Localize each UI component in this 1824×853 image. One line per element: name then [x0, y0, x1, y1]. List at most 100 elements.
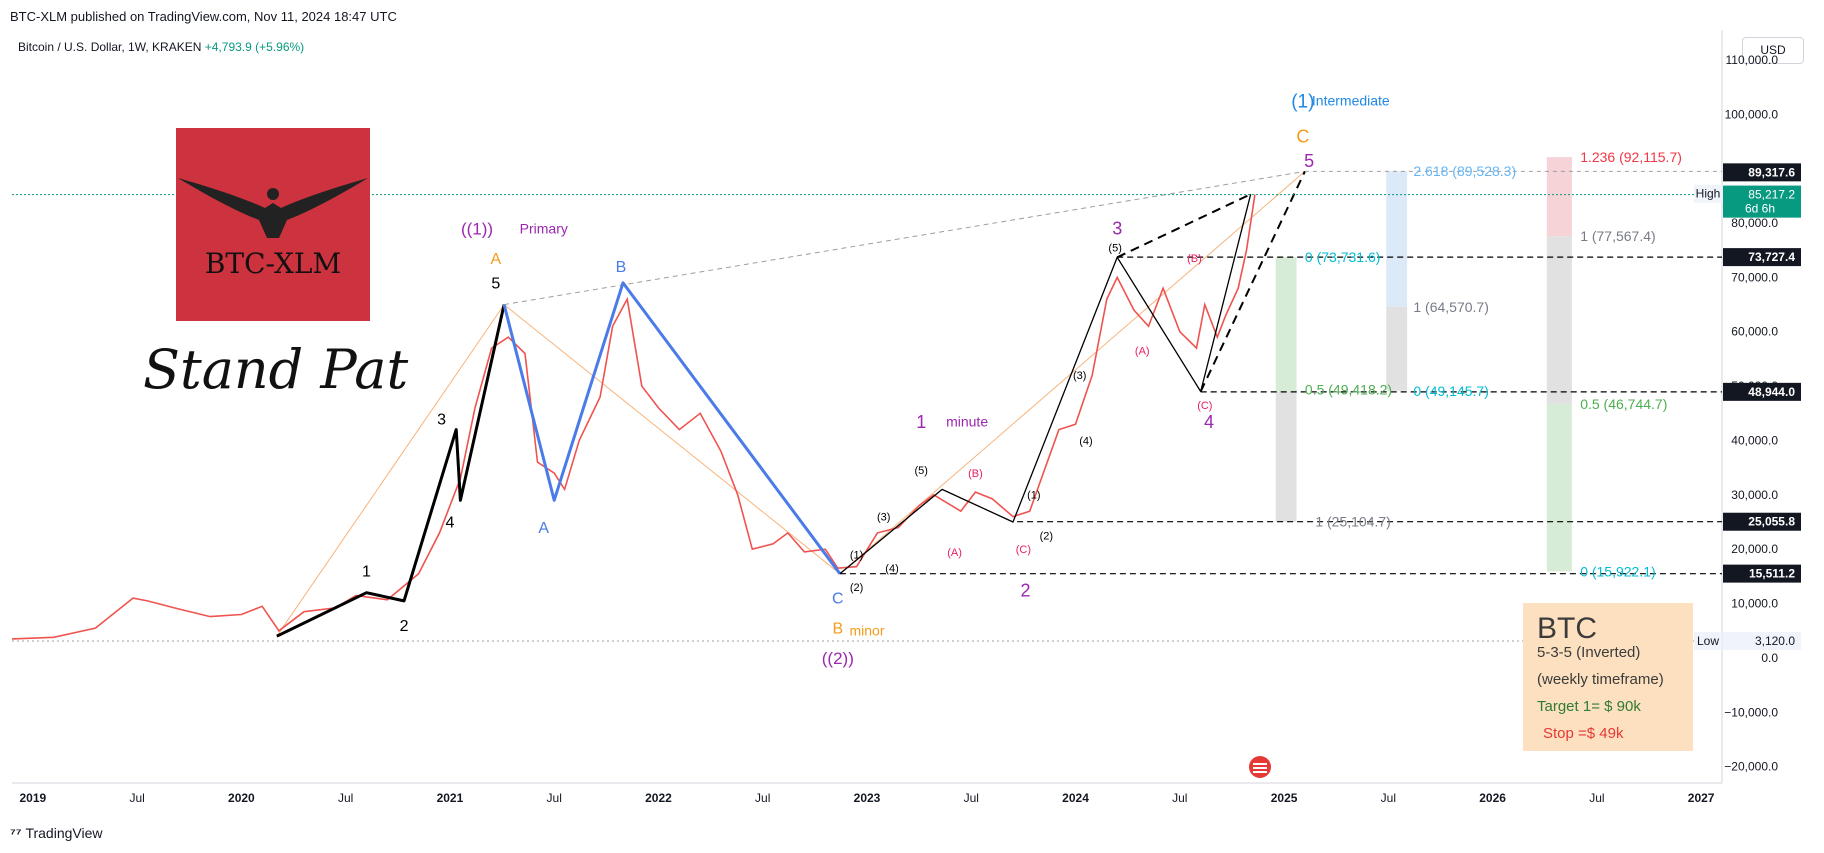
wave-label: 5: [1304, 151, 1314, 171]
y-tick-label: −10,000.0: [1724, 705, 1778, 719]
wave-label: 4: [445, 515, 454, 532]
eagle-icon: [178, 178, 368, 238]
wave-label: 2: [400, 618, 409, 635]
fib-boxes: [1275, 157, 1572, 572]
fib-level-label: 1.236 (92,115.7): [1580, 149, 1682, 165]
wave-label: Intermediate: [1312, 93, 1390, 109]
y-tick-label: 100,000.0: [1725, 107, 1779, 121]
wave-line: [276, 304, 506, 638]
x-tick-label: Jul: [964, 791, 979, 805]
y-axis: −20,000.0 −10,000.0 0.0 10,000.0 20,000.0 30,…: [1724, 53, 1778, 774]
wave-label: (B): [968, 468, 983, 480]
wave-label: (5): [914, 465, 927, 477]
symbol-name: Bitcoin / U.S. Dollar, 1W, KRAKEN: [18, 40, 202, 54]
wave-label: A: [490, 251, 501, 268]
x-tick-label: 2020: [228, 791, 255, 805]
wave-label: (2): [1040, 530, 1053, 542]
symbol-legend[interactable]: Bitcoin / U.S. Dollar, 1W, KRAKEN +4,793…: [18, 40, 304, 54]
trend-line: [276, 304, 505, 637]
wave-label: A: [538, 520, 549, 537]
price-change: +4,793.9 (+5.96%): [204, 40, 305, 54]
wave-label: 4: [1204, 412, 1214, 432]
flag-icon[interactable]: [1249, 756, 1271, 778]
trend-line: [504, 170, 1305, 306]
fib-box: [1546, 236, 1572, 404]
publisher-line: BTC-XLM published on TradingView.com, No…: [10, 9, 397, 24]
trend-line: [503, 304, 841, 575]
price-scale-labels: 89,317.685,383.8High85,217.26d 6h73,727.…: [1694, 163, 1801, 650]
wave-label: minor: [849, 623, 884, 639]
y-tick-label: 110,000.0: [1726, 53, 1779, 67]
tradingview-brand: TradingView: [25, 825, 103, 841]
info-title: BTC: [1537, 612, 1597, 645]
x-tick-label: Jul: [338, 791, 353, 805]
x-tick-label: 2027: [1688, 791, 1715, 805]
wave-label: B: [832, 621, 843, 638]
price-label-tag-bg: [1694, 631, 1722, 650]
price-label-text: 73,727.4: [1748, 250, 1795, 264]
wave-label: 1: [916, 412, 926, 432]
trend-line: [1116, 193, 1252, 259]
fib-level-label: 0 (73,731.6): [1305, 249, 1381, 265]
wave-label: (1): [1027, 490, 1040, 502]
wave-label: (B): [1187, 253, 1202, 265]
wave-line: [502, 281, 842, 575]
wave-label: 5: [491, 275, 500, 292]
x-tick-label: Jul: [1589, 791, 1604, 805]
price-label-text: 15,511.2: [1749, 567, 1795, 581]
price-label-tag-bg: [1694, 184, 1722, 203]
x-tick-label: Jul: [1381, 791, 1396, 805]
fib-box: [1546, 157, 1572, 237]
x-tick-label: 2025: [1271, 791, 1298, 805]
x-tick-label: 2021: [437, 791, 464, 805]
info-box: BTC 5-3-5 (Inverted) (weekly timeframe) …: [1523, 603, 1693, 751]
fib-level-label: 0 (15,922.1): [1580, 563, 1656, 579]
wave-label: (4): [885, 563, 898, 575]
y-tick-label: 80,000.0: [1731, 216, 1778, 230]
price-label-bg: [1723, 564, 1801, 583]
wave-label: (C): [1197, 400, 1212, 412]
wave-label: (3): [877, 511, 890, 523]
price-label-bg: [1723, 512, 1801, 531]
y-tick-label: 20,000.0: [1731, 542, 1778, 556]
wave-label: (1): [850, 550, 863, 562]
currency-button[interactable]: USD: [1742, 37, 1804, 64]
price-label-countdown: 6d 6h: [1745, 202, 1775, 216]
y-tick-label: 30,000.0: [1731, 488, 1778, 502]
wave-label: (4): [1079, 435, 1092, 447]
price-label-bg: [1723, 631, 1801, 650]
x-axis: 2019 Jul 2020 Jul 2021 Jul 2022 Jul 2023 Jul 2024 J…: [20, 791, 1715, 805]
tradingview-logo[interactable]: ⁷⁷ TradingView: [10, 825, 103, 841]
price-label-bg: [1723, 248, 1801, 267]
fib-level-label: 2.618 (89,528.3): [1413, 163, 1516, 179]
wave-label: (A): [1135, 346, 1150, 358]
wave-label: 1: [362, 564, 371, 581]
wave-label: (3): [1073, 370, 1086, 382]
wave-label: (5): [1108, 242, 1121, 254]
price-label-tag: High: [1696, 187, 1721, 201]
fib-level-label: 1 (64,570.7): [1413, 299, 1489, 315]
info-stop: Stop =$ 49k: [1543, 725, 1624, 742]
wave-label: 3: [437, 411, 446, 428]
x-tick-label: Jul: [129, 791, 144, 805]
wave-label: (2): [850, 582, 863, 594]
wave-lines: [276, 194, 1252, 638]
y-tick-label: −20,000.0: [1724, 760, 1778, 774]
wave-label: (A): [947, 547, 962, 559]
x-tick-label: Jul: [755, 791, 770, 805]
y-tick-label: 10,000.0: [1731, 597, 1778, 611]
wave-label: ((1)): [461, 219, 493, 238]
fib-level-label: 1 (77,567.4): [1580, 228, 1656, 244]
x-tick-label: Jul: [1172, 791, 1187, 805]
wave-label: (C): [1016, 544, 1031, 556]
wave-label: B: [616, 259, 627, 276]
x-tick-label: Jul: [547, 791, 562, 805]
logo-text: BTC-XLM: [205, 247, 341, 280]
price-label-bg: [1723, 185, 1801, 218]
trend-line: [1199, 170, 1306, 392]
wave-label: C: [832, 591, 844, 608]
wave-line: [839, 194, 1252, 575]
fib-box: [1275, 391, 1297, 522]
